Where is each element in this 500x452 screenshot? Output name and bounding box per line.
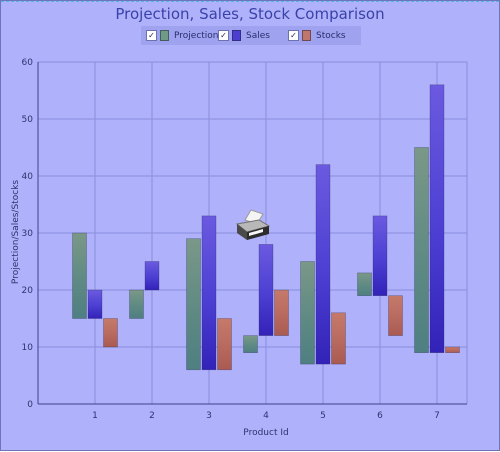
bar-sales xyxy=(201,215,217,371)
y-tick-label: 20 xyxy=(22,286,34,296)
bar-projection xyxy=(243,335,258,354)
bar-projection xyxy=(72,232,87,319)
bar-stocks xyxy=(331,312,346,365)
bar-stocks xyxy=(388,295,403,336)
bar-projection xyxy=(129,289,144,319)
bar-sales xyxy=(372,215,388,296)
bar-projection xyxy=(300,261,315,365)
bar-sales xyxy=(258,244,274,336)
x-tick-label: 3 xyxy=(206,411,212,421)
x-tick-label: 5 xyxy=(320,411,326,421)
bars xyxy=(72,84,460,371)
y-tick-label: 60 xyxy=(22,58,34,68)
bar-projection xyxy=(357,272,372,296)
x-tick-label: 4 xyxy=(263,411,269,421)
y-tick-label: 30 xyxy=(22,229,34,239)
bar-stocks xyxy=(445,346,460,353)
legend-swatch-sales xyxy=(232,30,241,41)
legend-label-sales: Sales xyxy=(246,30,270,41)
x-tick-label: 7 xyxy=(434,411,440,421)
bar-stocks xyxy=(274,289,289,336)
y-tick-label: 10 xyxy=(22,343,34,353)
legend-checkbox-sales[interactable]: ✓ xyxy=(218,30,229,41)
x-tick-label: 6 xyxy=(377,411,383,421)
legend: ✓ Projection ✓ Sales ✓ Stocks xyxy=(141,26,361,45)
x-tick-label: 1 xyxy=(92,411,98,421)
bar-sales xyxy=(144,261,160,291)
bar-stocks xyxy=(217,318,232,371)
bar-sales xyxy=(315,164,331,365)
chart-title: Projection, Sales, Stock Comparison xyxy=(115,5,385,23)
legend-item-stocks[interactable]: ✓ Stocks xyxy=(288,29,346,42)
y-tick-label: 0 xyxy=(27,400,33,410)
legend-item-projection[interactable]: ✓ Projection xyxy=(146,29,219,42)
legend-label-projection: Projection xyxy=(174,30,219,41)
legend-item-sales[interactable]: ✓ Sales xyxy=(218,29,270,42)
printer-icon[interactable] xyxy=(233,208,271,244)
legend-label-stocks: Stocks xyxy=(316,30,346,41)
bar-projection xyxy=(414,147,429,353)
bar-stocks xyxy=(103,318,118,348)
bar-sales xyxy=(87,289,103,319)
y-axis-label: Projection/Sales/Stocks xyxy=(11,180,21,284)
y-tick-label: 40 xyxy=(22,172,34,182)
legend-checkbox-projection[interactable]: ✓ xyxy=(146,30,157,41)
bar-projection xyxy=(186,238,201,371)
x-axis-label: Product Id xyxy=(243,428,288,438)
legend-swatch-stocks xyxy=(302,30,311,41)
legend-swatch-projection xyxy=(160,30,169,41)
axes: 0 10 20 30 40 50 60 1 2 3 4 5 6 7 xyxy=(22,58,467,421)
x-tick-label: 2 xyxy=(149,411,155,421)
legend-checkbox-stocks[interactable]: ✓ xyxy=(288,30,299,41)
bar-sales xyxy=(429,84,445,353)
y-tick-label: 50 xyxy=(22,115,34,125)
